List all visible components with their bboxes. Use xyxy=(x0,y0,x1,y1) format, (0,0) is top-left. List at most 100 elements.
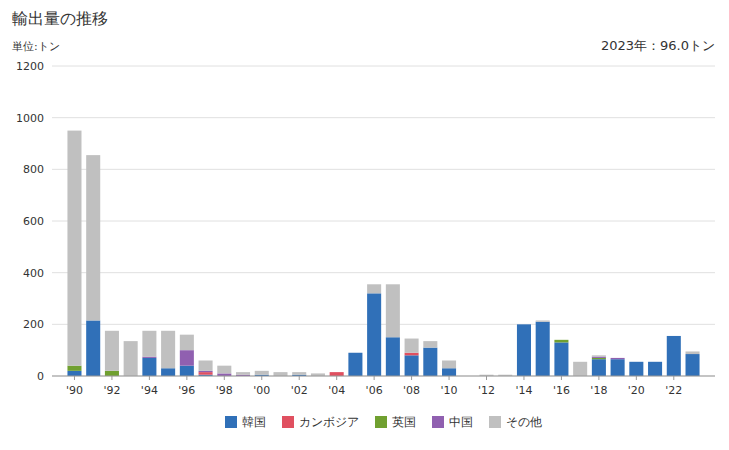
grid-line xyxy=(52,169,715,170)
x-tick xyxy=(224,376,225,380)
bar xyxy=(405,353,419,356)
x-tick xyxy=(598,376,599,380)
bar xyxy=(386,284,400,337)
legend-swatch xyxy=(489,416,501,428)
bar xyxy=(629,361,643,362)
legend-item: その他 xyxy=(489,415,542,429)
x-tick-label: '00 xyxy=(253,384,270,397)
bar xyxy=(199,361,213,371)
bar xyxy=(105,371,119,376)
legend-label: カンボジア xyxy=(299,415,359,429)
bar xyxy=(667,335,681,336)
legend-item: 韓国 xyxy=(225,415,266,429)
y-tick-label: 0 xyxy=(37,370,44,383)
bar xyxy=(105,331,119,371)
series-bars xyxy=(142,350,624,376)
x-tick-label: '12 xyxy=(478,384,495,397)
bar xyxy=(142,357,156,358)
x-tick xyxy=(186,376,187,380)
y-tick-label: 800 xyxy=(23,163,44,176)
bar xyxy=(686,354,700,376)
bar xyxy=(648,361,662,362)
bar xyxy=(667,335,681,336)
bar xyxy=(648,362,662,376)
x-tick xyxy=(561,376,562,380)
legend-item: 英国 xyxy=(375,415,416,429)
x-tick-label: '06 xyxy=(366,384,383,397)
bar xyxy=(330,372,344,373)
bar xyxy=(517,324,531,325)
x-tick xyxy=(336,376,337,380)
x-tick-label: '96 xyxy=(178,384,195,397)
bar xyxy=(611,359,625,360)
bar xyxy=(199,371,213,372)
bar xyxy=(423,341,437,347)
x-tick-label: '22 xyxy=(665,384,682,397)
bar xyxy=(67,131,81,366)
bar xyxy=(255,371,269,375)
legend-swatch xyxy=(225,416,237,428)
bar xyxy=(667,336,681,376)
bar xyxy=(142,357,156,358)
bar xyxy=(161,331,175,368)
bar xyxy=(611,359,625,360)
bar xyxy=(67,366,81,371)
bar xyxy=(517,324,531,325)
x-tick-label: '14 xyxy=(515,384,532,397)
bar xyxy=(517,324,531,376)
y-tick-label: 400 xyxy=(23,267,44,280)
x-tick-label: '16 xyxy=(553,384,570,397)
bar xyxy=(536,321,550,322)
bar xyxy=(554,340,568,343)
bar xyxy=(142,331,156,357)
grid-line xyxy=(52,117,715,118)
unit-label: 単位:トン xyxy=(12,40,60,53)
x-tick xyxy=(411,376,412,380)
x-tick xyxy=(111,376,112,380)
bar xyxy=(86,320,100,376)
x-tick xyxy=(374,376,375,380)
legend-label: その他 xyxy=(506,415,542,429)
bar xyxy=(629,361,643,362)
bar xyxy=(67,371,81,376)
bar xyxy=(667,335,681,336)
legend-label: 英国 xyxy=(392,415,416,429)
bar xyxy=(292,372,306,375)
x-tick-label: '10 xyxy=(441,384,458,397)
bar xyxy=(367,284,381,293)
bar xyxy=(236,372,250,375)
bar xyxy=(536,321,550,322)
x-tick-label: '94 xyxy=(141,384,158,397)
bar xyxy=(330,372,344,373)
title: 輸出量の推移 xyxy=(12,9,108,28)
series-bars xyxy=(67,293,699,376)
bar xyxy=(536,321,550,322)
grid-line xyxy=(52,324,715,325)
x-tick-label: '08 xyxy=(403,384,420,397)
y-tick-label: 1000 xyxy=(16,112,44,125)
bar xyxy=(217,366,231,374)
legend-item: カンボジア xyxy=(282,415,359,429)
legend-swatch xyxy=(375,416,387,428)
x-tick xyxy=(636,376,637,380)
bar xyxy=(517,324,531,325)
bar xyxy=(517,324,531,325)
legend-item: 中国 xyxy=(432,415,473,429)
bar xyxy=(554,342,568,376)
bar xyxy=(348,352,362,353)
x-tick xyxy=(673,376,674,380)
bar xyxy=(554,339,568,340)
series-bars xyxy=(67,131,699,376)
x-tick-label: '90 xyxy=(66,384,83,397)
bar xyxy=(667,335,681,336)
bar xyxy=(611,359,625,376)
bar xyxy=(442,361,456,369)
y-tick-label: 200 xyxy=(23,318,44,331)
bar xyxy=(330,372,344,373)
x-tick xyxy=(486,376,487,380)
bar xyxy=(348,352,362,353)
x-tick xyxy=(449,376,450,380)
x-tick-label: '04 xyxy=(328,384,345,397)
bar xyxy=(648,361,662,362)
grid-line xyxy=(52,272,715,273)
